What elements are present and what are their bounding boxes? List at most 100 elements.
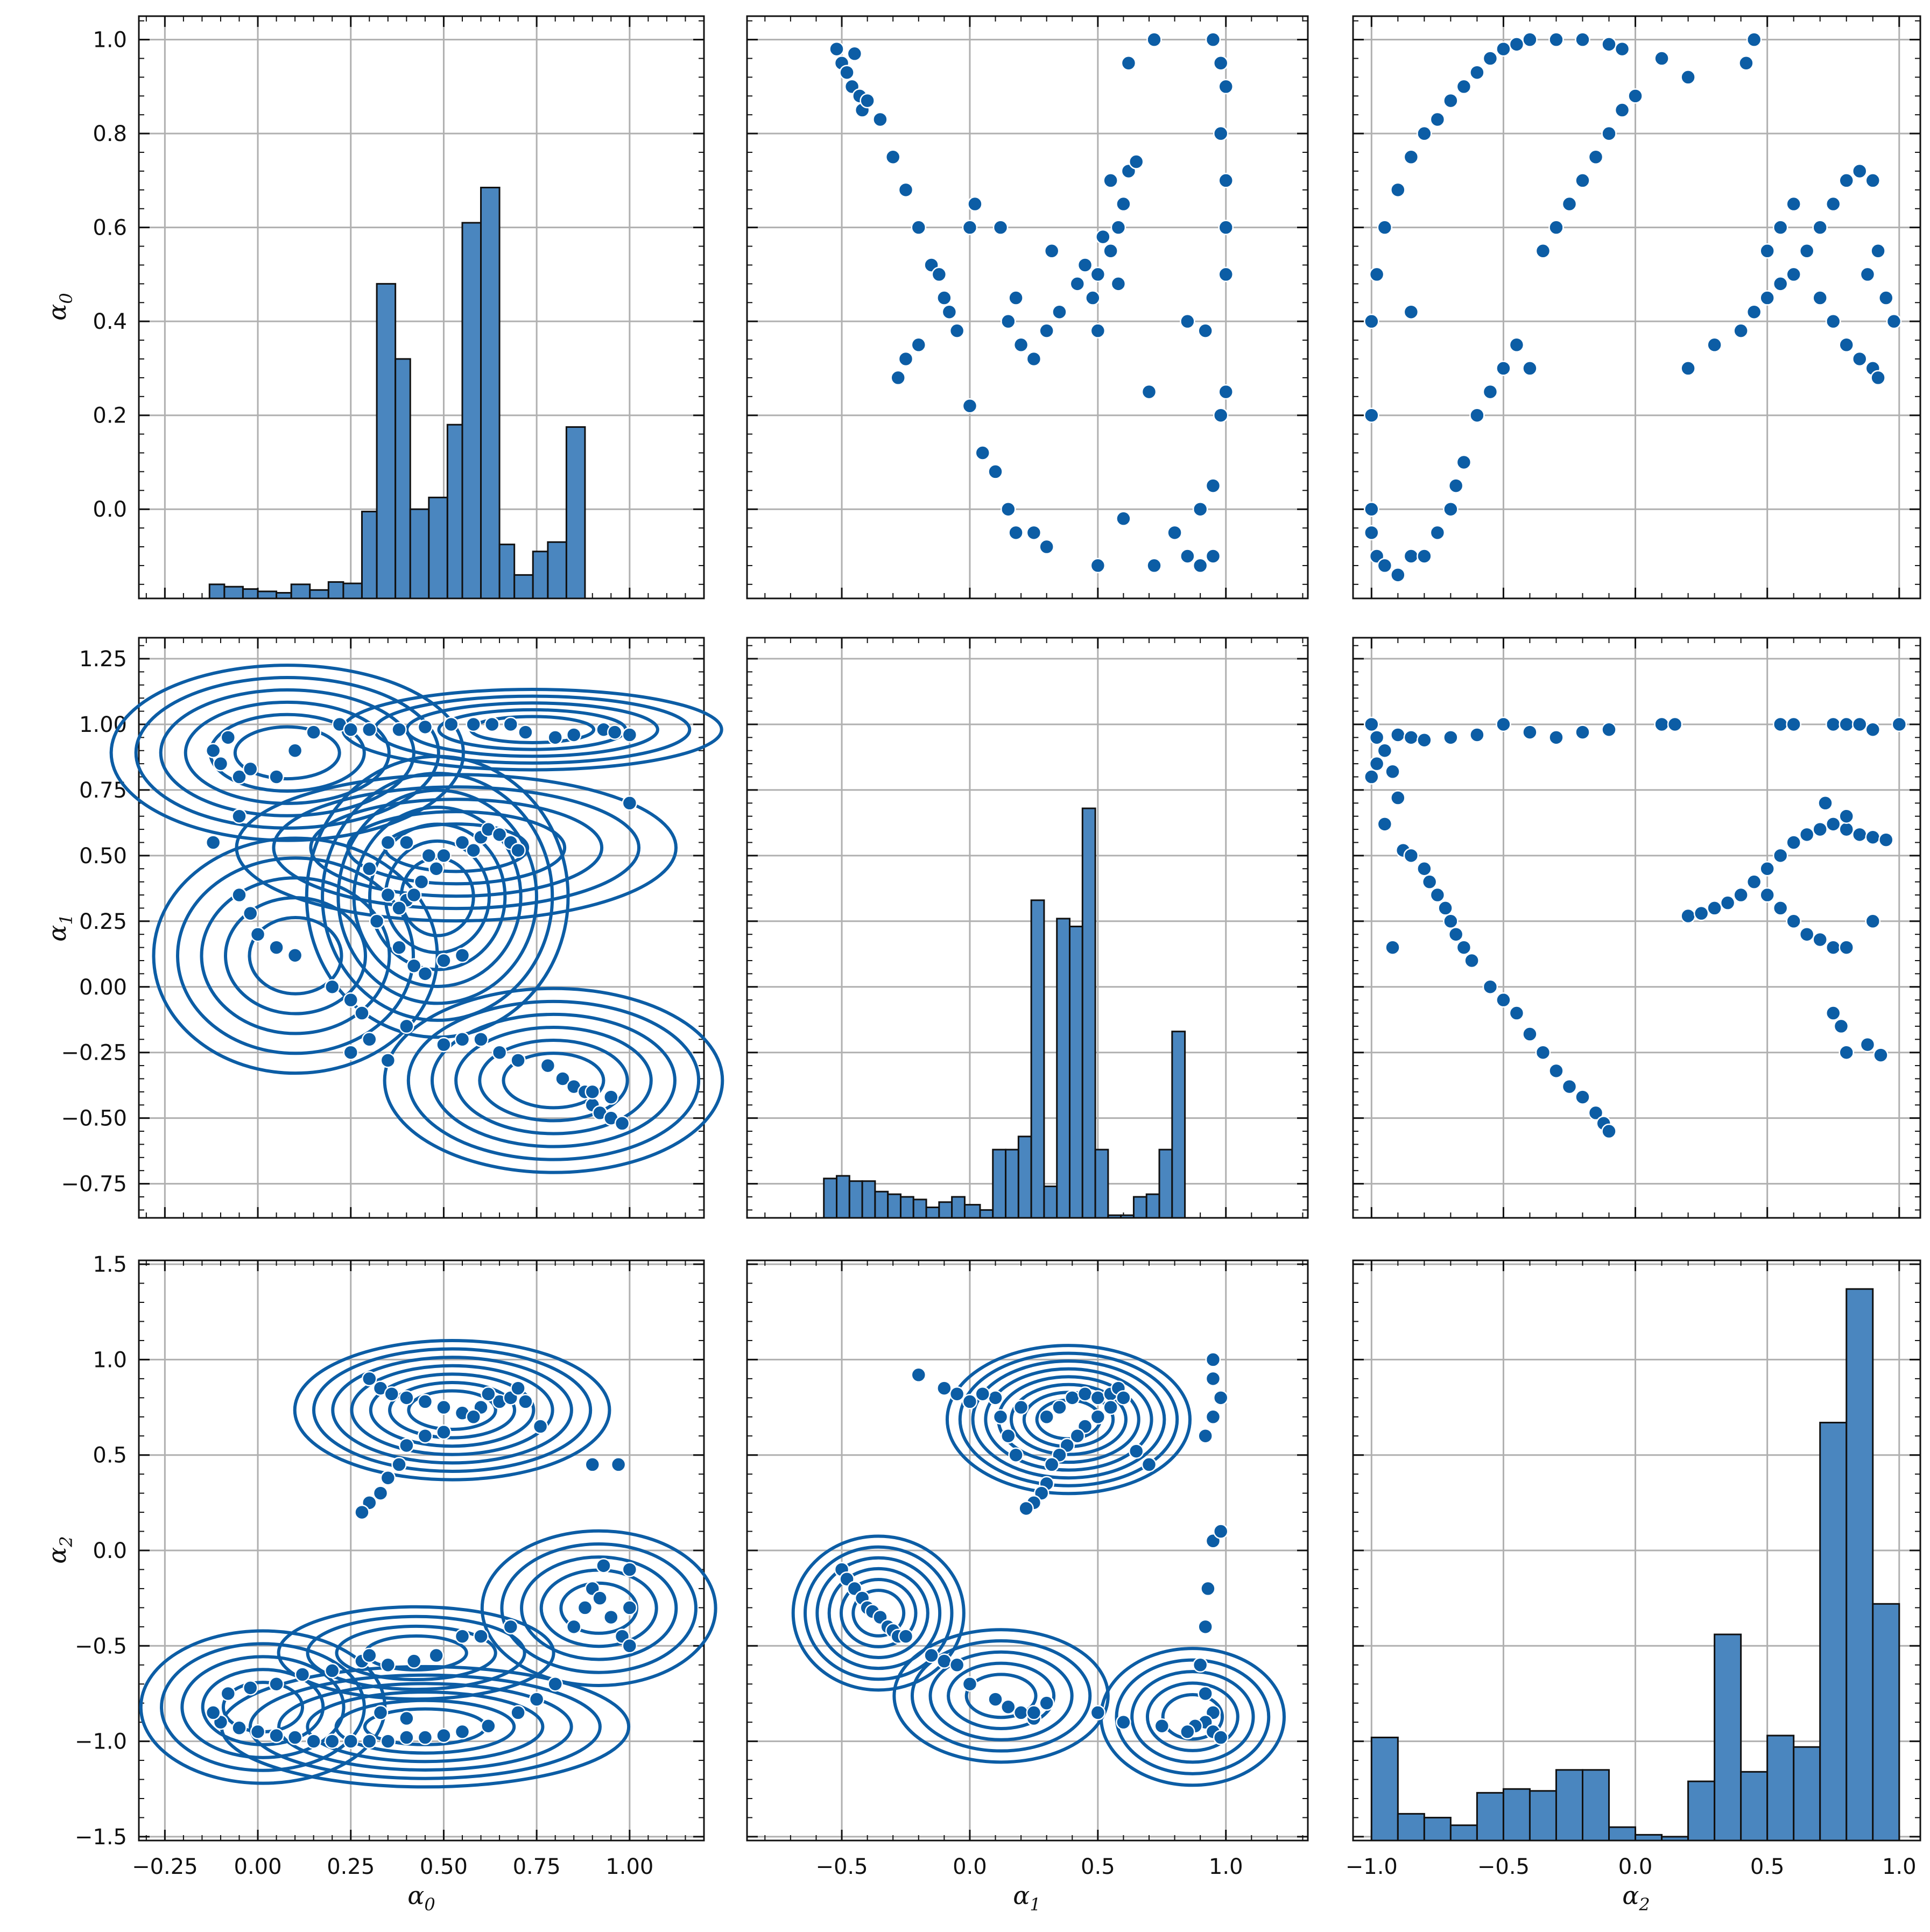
- scatter-point: [988, 1691, 1003, 1707]
- scatter-point: [1746, 32, 1762, 47]
- panel-1-0: −0.75−0.50−0.250.000.250.500.751.001.25: [61, 637, 724, 1219]
- scatter-point: [220, 730, 236, 745]
- scatter-point: [1522, 724, 1538, 740]
- scatter-point: [1200, 1581, 1216, 1597]
- scatter-point: [269, 769, 284, 785]
- scatter-point: [269, 1727, 284, 1744]
- kde-contour: [180, 1655, 346, 1759]
- y-tick-label: −0.75: [61, 1172, 127, 1197]
- histogram-bar: [1528, 1790, 1557, 1842]
- y-tick-label: −0.25: [61, 1041, 127, 1066]
- scatter-point: [1825, 1005, 1841, 1021]
- scatter-point: [1496, 716, 1511, 732]
- kde-contour: [224, 896, 367, 1016]
- histogram-bar: [290, 583, 311, 600]
- scatter-point: [622, 1562, 638, 1577]
- kde-contour: [910, 1639, 1092, 1753]
- scatter-point: [1364, 716, 1379, 732]
- y-tick-label: −1.0: [75, 1730, 127, 1754]
- scatter-point: [1377, 558, 1393, 574]
- scatter-point: [1198, 1428, 1213, 1444]
- kde-contour: [815, 1556, 942, 1670]
- scatter-point: [1390, 727, 1406, 743]
- kde-contour: [500, 1542, 698, 1674]
- scatter-point: [1121, 55, 1137, 71]
- scatter-point: [1469, 407, 1485, 423]
- scatter-point: [872, 111, 888, 128]
- scatter-point: [885, 149, 901, 165]
- scatter-point: [1839, 808, 1854, 824]
- x-tick-label: 1.0: [1882, 1855, 1917, 1879]
- scatter-point: [1116, 1390, 1131, 1406]
- kde-contour: [233, 725, 341, 781]
- scatter-point: [1561, 196, 1577, 212]
- scatter-point: [1443, 913, 1459, 929]
- scatter-point: [1369, 730, 1385, 745]
- kde-contour: [958, 1351, 1179, 1487]
- histogram-bar: [513, 574, 534, 600]
- scatter-point: [1128, 1443, 1144, 1459]
- scatter-point: [975, 445, 990, 461]
- scatter-point: [417, 1730, 433, 1745]
- scatter-point: [1090, 1705, 1106, 1721]
- histogram-bar: [1158, 1148, 1173, 1219]
- scatter-point: [1403, 149, 1419, 165]
- histogram-bar: [223, 586, 244, 600]
- scatter-point: [1065, 1390, 1080, 1406]
- scatter-point: [231, 887, 247, 903]
- scatter-point: [1548, 220, 1564, 235]
- scatter-point: [1825, 716, 1841, 732]
- scatter-point: [1654, 51, 1670, 66]
- scatter-point: [417, 966, 433, 982]
- scatter-point: [250, 926, 266, 942]
- scatter-point: [1812, 290, 1828, 306]
- x-tick-label: 0.75: [513, 1855, 561, 1879]
- scatter-point: [343, 1733, 358, 1749]
- scatter-point: [1013, 337, 1029, 353]
- scatter-point: [250, 1724, 266, 1740]
- histogram-bar: [874, 1190, 889, 1219]
- scatter-point: [1628, 88, 1643, 104]
- x-tick-label: 0.25: [327, 1855, 375, 1879]
- scatter-point: [992, 220, 1009, 235]
- scatter-point: [1052, 1399, 1067, 1415]
- scatter-point: [1561, 1078, 1577, 1095]
- scatter-point: [417, 1428, 433, 1444]
- scatter-point: [1825, 313, 1841, 329]
- scatter-point: [1786, 835, 1801, 850]
- kde-contour: [352, 805, 523, 988]
- kde-contour: [321, 772, 554, 1022]
- scatter-point: [362, 1371, 377, 1387]
- scatter-point: [1818, 795, 1833, 811]
- scatter-point: [1390, 567, 1406, 583]
- kde-contour: [480, 1529, 717, 1687]
- scatter-point: [1417, 861, 1432, 877]
- scatter-point: [1103, 173, 1118, 188]
- x-axis-label: α0: [407, 1881, 435, 1915]
- scatter-point: [510, 1380, 526, 1396]
- panel-0-1: [746, 15, 1309, 600]
- scatter-point: [406, 958, 422, 974]
- x-tick-label: 1.0: [1209, 1855, 1243, 1879]
- scatter-point: [1680, 361, 1696, 376]
- scatter-point: [1001, 1428, 1016, 1444]
- kde-contour: [478, 1039, 629, 1123]
- histogram-bar: [242, 588, 259, 600]
- y-tick-label: 0.25: [79, 909, 127, 934]
- scatter-point: [1456, 940, 1472, 955]
- histogram-bar: [912, 1198, 927, 1219]
- scatter-point: [988, 464, 1003, 480]
- histogram-bar: [480, 186, 501, 600]
- y-axis-label: α0: [43, 293, 76, 320]
- histogram-bar: [1030, 899, 1045, 1219]
- scatter-point: [1456, 454, 1472, 470]
- scatter-point: [1786, 913, 1801, 929]
- scatter-point: [949, 323, 965, 339]
- scatter-point: [1213, 125, 1229, 142]
- scatter-point: [205, 743, 221, 758]
- histogram-bar: [1397, 1813, 1425, 1842]
- scatter-point: [1799, 243, 1815, 259]
- scatter-point: [1601, 722, 1617, 737]
- scatter-point: [454, 1032, 470, 1047]
- scatter-point: [1575, 724, 1590, 740]
